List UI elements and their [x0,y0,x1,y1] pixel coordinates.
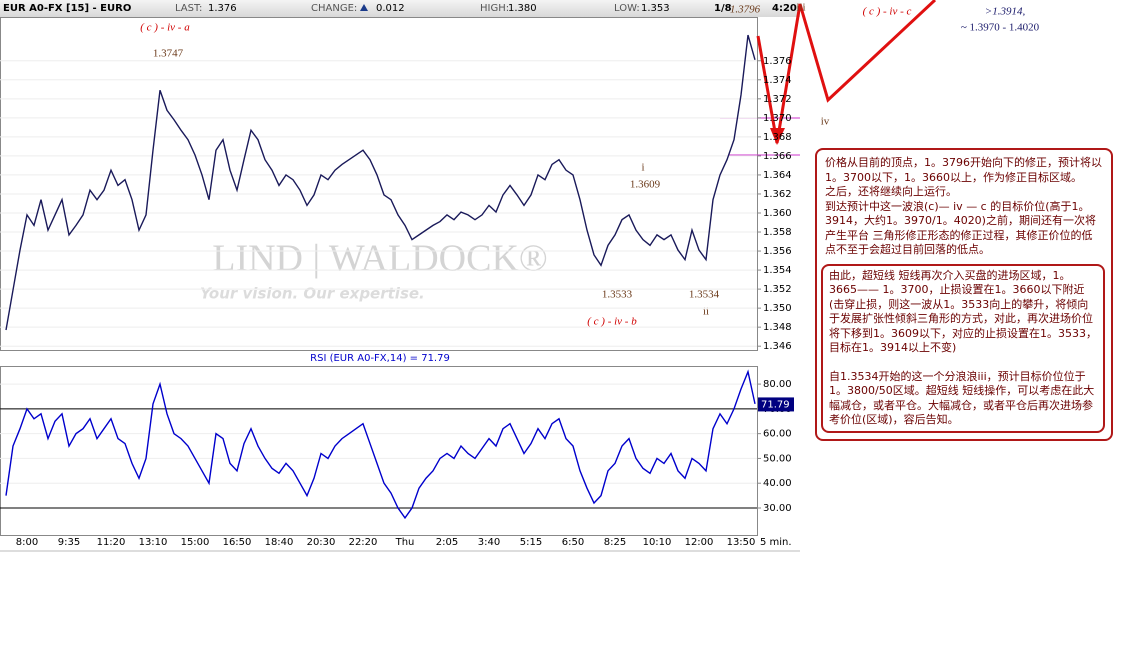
rsi-title: RSI (EUR A0-FX,14) = 71.79 [310,353,450,364]
x-tick-label: 13:50 [727,537,756,548]
wave-label: ( c ) - iv - b [587,316,637,328]
y-tick-label: 1.350 [763,303,792,314]
wave-label: ii [703,306,709,318]
low-label: LOW: [614,3,640,14]
wave-label: i [641,162,644,174]
x-unit: 5 min. [760,537,792,548]
x-tick-label: 12:00 [685,537,714,548]
y-tick-label: 80.00 [763,379,792,390]
change: 0.012 [376,3,405,14]
y-tick-label: 1.360 [763,208,792,219]
projection-path [756,0,937,144]
rsi-panel [0,366,758,536]
x-tick-label: 3:40 [478,537,500,548]
low: 1.353 [641,3,670,14]
y-tick-label: 30.00 [763,503,792,514]
x-tick-label: 9:35 [58,537,80,548]
x-tick-label: 8:00 [16,537,38,548]
inner-box: 由此，超短线 短线再次介入买盘的进场区域，1。3665—— 1。3700，止损设… [821,263,1105,433]
wave-label: ( c ) - iv - c [863,6,912,18]
note: 之后，还将继续向上运行。 [825,185,957,198]
note: 自1.3534开始的这一个分浪浪iii，预计目标价位位于1。3800/50区域。… [829,369,1095,427]
x-tick-label: 11:20 [97,537,126,548]
note: 由此，超短线 短线再次介入买盘的进场区域，1。3665—— 1。3700，止损设… [829,268,1097,355]
notes-box: 价格从目前的顶点，1。3796开始向下的修正，预计将以1。3700以下，1。36… [815,148,1113,441]
target-note: ~ 1.3970 - 1.4020 [961,22,1040,34]
note: 到达预计中这一波浪(c)— iv — c 的目标价位(高于1。3914，大约1。… [825,199,1096,257]
watermark-slogan: Your vision. Our expertise. [200,285,425,303]
x-tick-label: 13:10 [139,537,168,548]
y-tick-label: 1.374 [763,75,792,86]
wave-label: iv [821,116,830,128]
price-note: 1.3747 [153,48,184,60]
target-note: >1.3914, [985,6,1026,18]
x-tick-label: 6:50 [562,537,584,548]
y-tick-label: 1.376 [763,56,792,67]
y-tick-label: 1.348 [763,322,792,333]
up-arrow [360,4,368,11]
price-note: 1.3533 [602,289,633,301]
x-tick-label: 8:25 [604,537,626,548]
y-tick-label: 50.00 [763,453,792,464]
y-tick-label: 1.352 [763,284,792,295]
y-tick-label: 1.356 [763,246,792,257]
price-note: 1.3609 [630,179,661,191]
y-tick-label: 60.00 [763,429,792,440]
y-tick-label: 1.362 [763,189,792,200]
note: 价格从目前的顶点，1。3796开始向下的修正，预计将以1。3700以下，1。36… [825,156,1102,184]
wave-label: iii [796,2,805,14]
watermark-brand: LIND | WALDOCK® [212,238,548,280]
y-tick-label: 1.368 [763,132,792,143]
y-tick-label: 1.364 [763,170,792,181]
x-tick-label: 22:20 [349,537,378,548]
last-value-box [758,397,794,412]
y-tick-label: 1.354 [763,265,792,276]
x-tick-label: 10:10 [643,537,672,548]
date: 1/8 [714,3,732,14]
wave-label: ( c ) - iv - a [140,22,190,34]
data-line [5,34,756,331]
y-tick-label: 1.346 [763,341,792,352]
symbol: EUR A0-FX [15] - EURO [3,3,131,14]
time: 4:20 [772,3,797,14]
data-line [5,369,756,520]
arrow-head [770,128,785,145]
x-tick-label: 2:05 [436,537,458,548]
x-tick-label: Thu [395,537,415,548]
y-tick-label: 1.372 [763,94,792,105]
price-note: 1.3796 [730,4,761,16]
last: 1.376 [208,3,237,14]
x-tick-label: 5:15 [520,537,542,548]
price-panel [0,17,758,351]
y-tick-label: 40.00 [763,478,792,489]
y-tick-label: 1.366 [763,151,792,162]
x-tick-label: 20:30 [307,537,336,548]
y-tick-label: 1.370 [763,113,792,124]
last-value-label: 71.79 [761,399,790,410]
x-tick-label: 15:00 [181,537,210,548]
x-tick-label: 16:50 [223,537,252,548]
change-label: CHANGE: [311,3,357,14]
x-tick-label: 18:40 [265,537,294,548]
price-note: 1.3534 [689,289,720,301]
high-label: HIGH: [480,3,509,14]
high: 1.380 [508,3,537,14]
y-tick-label: 1.358 [763,227,792,238]
header-bar [0,0,800,17]
last-label: LAST: [175,3,202,14]
